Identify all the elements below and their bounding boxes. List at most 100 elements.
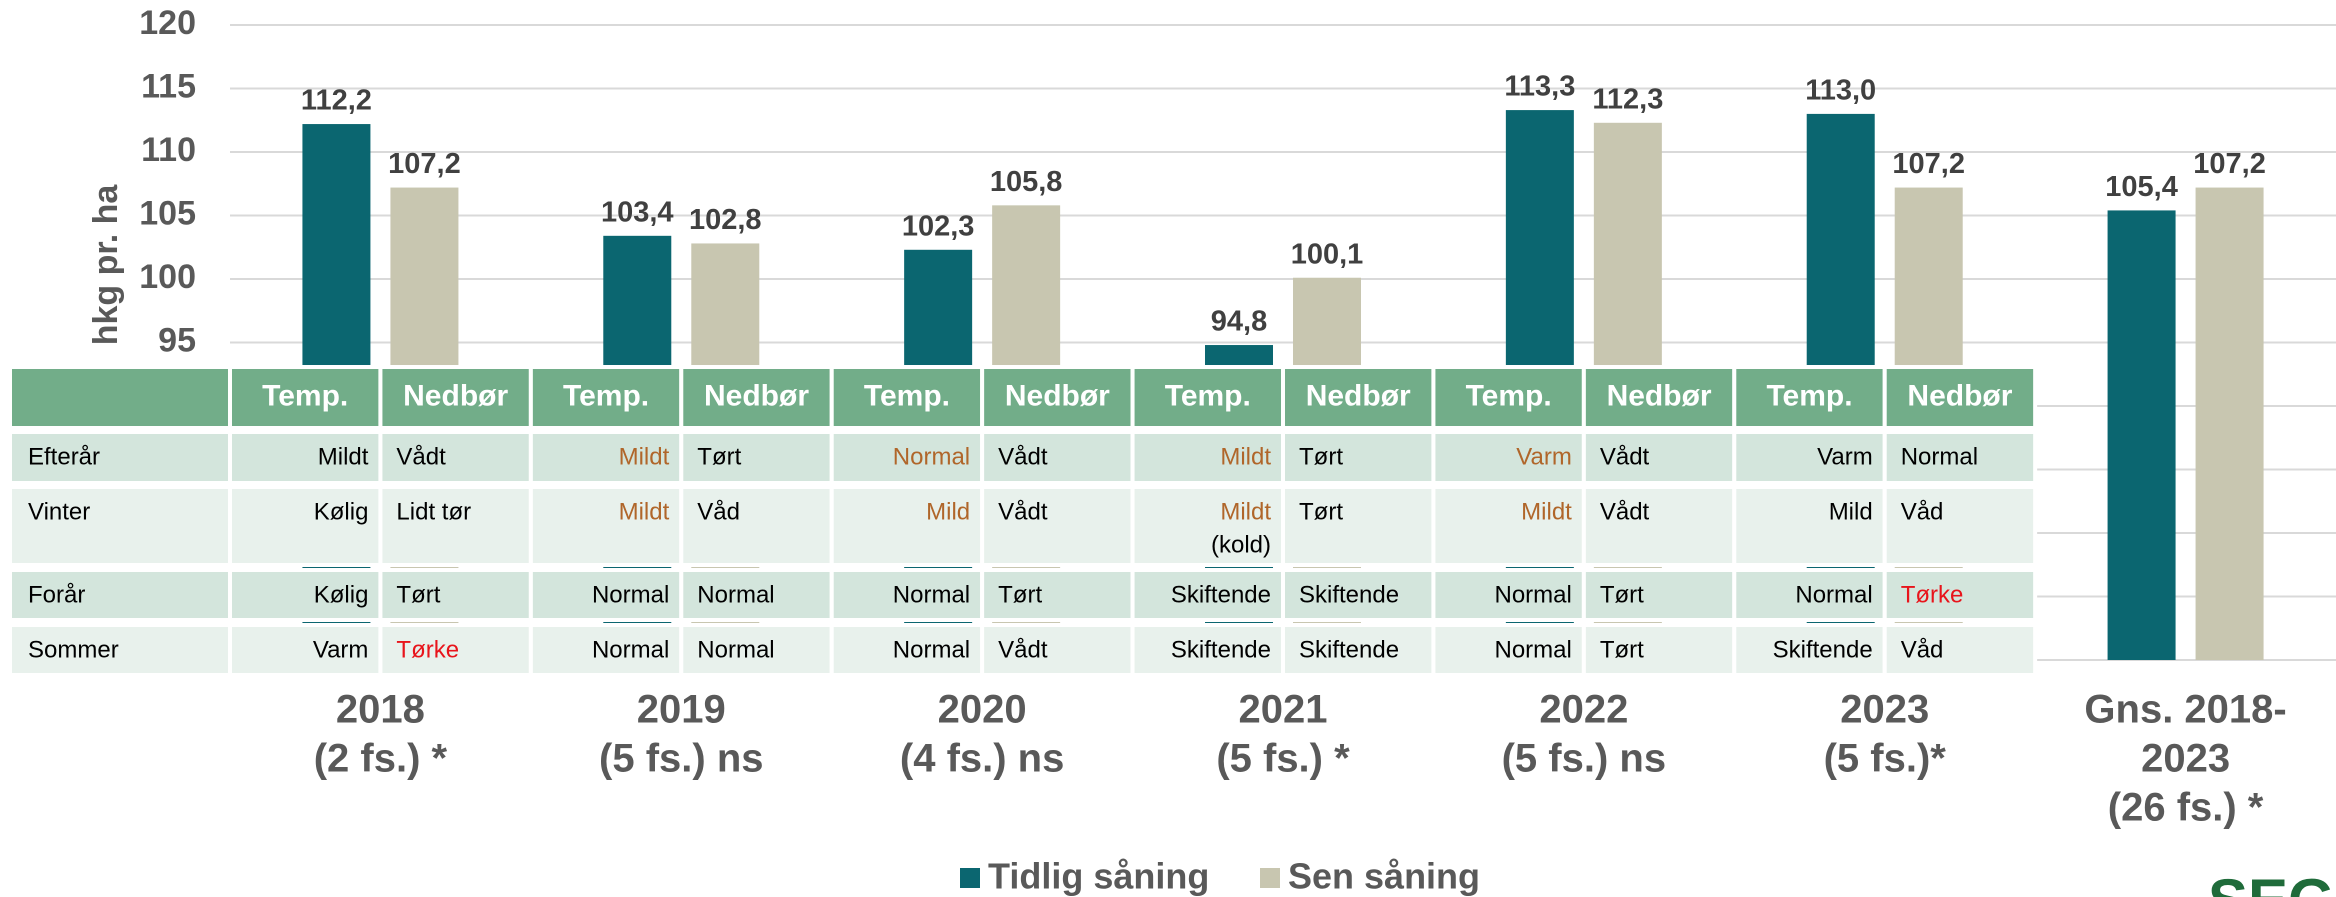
x-tick-label: 2023: [1840, 688, 1929, 732]
table-header: Nedbør: [1306, 379, 1411, 412]
table-cell: [1732, 623, 1887, 677]
table-text: Tørt: [697, 443, 741, 470]
table-text: Normal: [893, 581, 970, 608]
table-cell: [1882, 623, 2038, 677]
table-note: (kold): [1211, 531, 1271, 558]
x-tick-label: (5 fs.) ns: [1502, 737, 1666, 781]
table-text: Vådt: [998, 443, 1048, 470]
legend-swatch: [960, 868, 980, 888]
table-text: Tørt: [1600, 636, 1644, 663]
value-label: 100,1: [1291, 238, 1364, 270]
table-header: Temp.: [262, 379, 348, 412]
table-cell: [528, 485, 684, 567]
table-cell: [378, 365, 533, 430]
table-text: Mildt: [1220, 498, 1271, 525]
table-header: Temp.: [1165, 379, 1251, 412]
table-text: Mildt: [619, 443, 670, 470]
bar: [2107, 210, 2176, 661]
x-tick-label: (5 fs.) ns: [599, 737, 763, 781]
value-label: 107,2: [2193, 148, 2266, 180]
x-tick-label: 2022: [1539, 688, 1628, 732]
x-tick-label: 2021: [1239, 688, 1328, 732]
table-text: Skiftende: [1171, 636, 1271, 663]
table-text: Våd: [697, 498, 740, 525]
x-tick-label: (4 fs.) ns: [900, 737, 1064, 781]
value-label: 94,8: [1211, 306, 1267, 338]
table-cell: [1281, 568, 1436, 622]
table-cell: [679, 365, 834, 430]
table-cell: [228, 485, 383, 567]
table-cell: [1581, 485, 1737, 567]
row-label: Efterår: [28, 443, 100, 470]
table-cell: [1882, 485, 2038, 567]
table-cell: [679, 568, 834, 622]
table-text: Vådt: [1600, 443, 1650, 470]
table-text: Normal: [1495, 581, 1572, 608]
legend-label: Tidlig såning: [988, 856, 1209, 897]
table-cell: [8, 365, 232, 430]
table-text: Normal: [1495, 636, 1572, 663]
value-label: 113,0: [1805, 75, 1876, 107]
y-tick-label: 95: [158, 321, 196, 359]
table-text: Vådt: [998, 636, 1048, 663]
y-tick-label: 115: [141, 67, 196, 105]
table-header: Nedbør: [403, 379, 508, 412]
x-tick-label: (26 fs.) *: [2108, 786, 2264, 830]
table-text: Vådt: [396, 443, 446, 470]
table-cell: [378, 430, 533, 485]
table-cell: [1581, 623, 1737, 677]
table-cell: [1882, 365, 2038, 430]
table-text: Mildt: [1521, 498, 1572, 525]
table-text: Mild: [1829, 498, 1873, 525]
table-text: Våd: [1901, 636, 1944, 663]
table-cell: [980, 485, 1135, 567]
table-text: Skiftende: [1299, 581, 1399, 608]
table-cell: [679, 485, 834, 567]
x-tick-label: 2018: [336, 688, 425, 732]
table-cell: [228, 623, 383, 677]
value-label: 107,2: [1892, 148, 1965, 180]
x-tick-label: (5 fs.)*: [1824, 737, 1947, 781]
table-cell: [1281, 485, 1436, 567]
table-text: Mildt: [619, 498, 670, 525]
value-label: 112,2: [301, 85, 372, 117]
table-text: Varm: [1516, 443, 1572, 470]
x-tick-label: (5 fs.) *: [1216, 737, 1350, 781]
table-cell: [679, 430, 834, 485]
table-text: Normal: [1795, 581, 1872, 608]
value-label: 113,3: [1504, 71, 1575, 103]
table-cell: [1281, 430, 1436, 485]
table-cell: [8, 623, 232, 677]
table-text: Varm: [1817, 443, 1873, 470]
table-text: Tørke: [396, 636, 459, 663]
logo: SEG: [2208, 867, 2335, 897]
table-cell: [528, 430, 684, 485]
table-cell: [1732, 485, 1887, 567]
row-label: Sommer: [28, 636, 119, 663]
table-text: Normal: [592, 581, 669, 608]
y-axis-label: hkg pr. ha: [87, 184, 125, 346]
table-text: Normal: [592, 636, 669, 663]
table-cell: [829, 568, 985, 622]
row-label: Vinter: [28, 498, 90, 525]
table-cell: [1130, 623, 1285, 677]
table-text: Lidt tør: [396, 498, 471, 525]
table-text: Varm: [313, 636, 369, 663]
table-text: Kølig: [314, 498, 369, 525]
bar: [2195, 187, 2264, 660]
value-label: 102,3: [902, 210, 975, 242]
table-text: Normal: [1901, 443, 1978, 470]
table-cell: [378, 623, 533, 677]
table-text: Skiftende: [1171, 581, 1271, 608]
table-text: Tørt: [998, 581, 1042, 608]
table-header: Nedbør: [1607, 379, 1712, 412]
table-text: Skiftende: [1773, 636, 1873, 663]
table-cell: [228, 430, 383, 485]
value-label: 107,2: [388, 148, 461, 180]
table-text: Vådt: [1600, 498, 1650, 525]
table-cell: [1431, 485, 1586, 567]
table-text: Skiftende: [1299, 636, 1399, 663]
table-header: Temp.: [563, 379, 649, 412]
table-cell: [1130, 485, 1285, 567]
table-text: Mildt: [1220, 443, 1271, 470]
